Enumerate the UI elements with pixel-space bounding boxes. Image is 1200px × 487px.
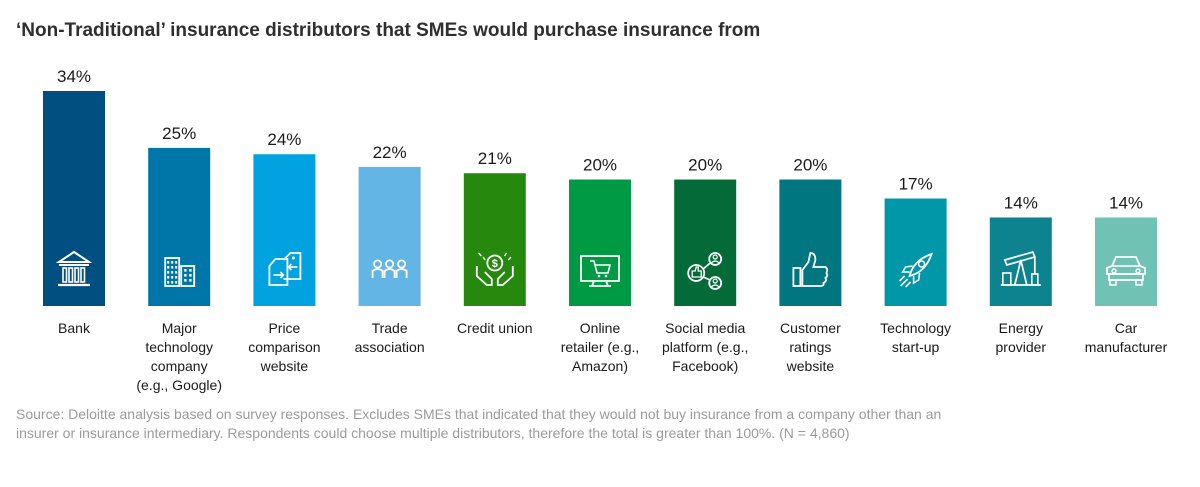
shopping-cart-icon xyxy=(580,255,620,287)
value-label: 20% xyxy=(688,156,722,175)
bar xyxy=(884,198,947,306)
bar xyxy=(358,166,421,306)
svg-text:$: $ xyxy=(492,258,498,270)
value-label: 14% xyxy=(1004,193,1038,212)
category-label: Online retailer (e.g., Amazon) xyxy=(561,320,640,374)
oil-pump-icon xyxy=(1000,250,1041,286)
thumbs-up-icon xyxy=(792,252,829,287)
category-label: Price comparison website xyxy=(248,320,320,374)
bank-icon xyxy=(55,250,93,287)
bar-chart: $ 34% Bank 25% Major technology company (e.g.,… xyxy=(43,67,1168,393)
value-label: 25% xyxy=(162,124,196,143)
category-label: Major technology company (e.g., Google) xyxy=(136,320,222,393)
category-label: Credit union xyxy=(457,320,533,336)
category-label: Customer ratings website xyxy=(780,320,841,374)
bar xyxy=(43,91,105,306)
chart-title: ‘Non-Traditional’ insurance distributors… xyxy=(16,20,761,41)
bar xyxy=(569,179,631,306)
bar xyxy=(253,154,316,306)
value-label: 20% xyxy=(793,156,827,175)
source-note: Source: Deloitte analysis based on surve… xyxy=(16,406,942,441)
price-tags-icon xyxy=(268,252,302,286)
bar xyxy=(463,173,526,306)
money-hands-icon: $ xyxy=(475,252,514,286)
car-icon xyxy=(1106,256,1146,286)
value-label: 34% xyxy=(57,67,91,86)
people-chain-icon xyxy=(371,259,408,278)
bar xyxy=(779,179,842,306)
rocket-icon xyxy=(899,252,934,288)
labels-layer: 34% Bank 25% Major technology company (e.g., G… xyxy=(57,67,1168,393)
value-label: 21% xyxy=(478,149,512,168)
bar xyxy=(1095,217,1157,306)
icons-layer: $ xyxy=(55,250,1146,290)
value-label: 17% xyxy=(899,175,933,194)
buildings-icon xyxy=(164,257,196,287)
category-label: Social media platform (e.g., Facebook) xyxy=(662,320,748,374)
value-label: 24% xyxy=(267,130,301,149)
bar xyxy=(674,179,737,306)
value-label: 22% xyxy=(373,143,407,162)
category-label: Bank xyxy=(58,320,91,336)
category-label: Trade association xyxy=(355,320,425,355)
value-label: 20% xyxy=(583,156,617,175)
social-network-icon xyxy=(687,252,723,290)
category-label: Car manufacturer xyxy=(1085,320,1168,355)
value-label: 14% xyxy=(1109,193,1143,212)
bars-layer xyxy=(43,91,1157,306)
category-label: Energy provider xyxy=(996,320,1047,355)
category-label: Technology start-up xyxy=(880,320,951,355)
